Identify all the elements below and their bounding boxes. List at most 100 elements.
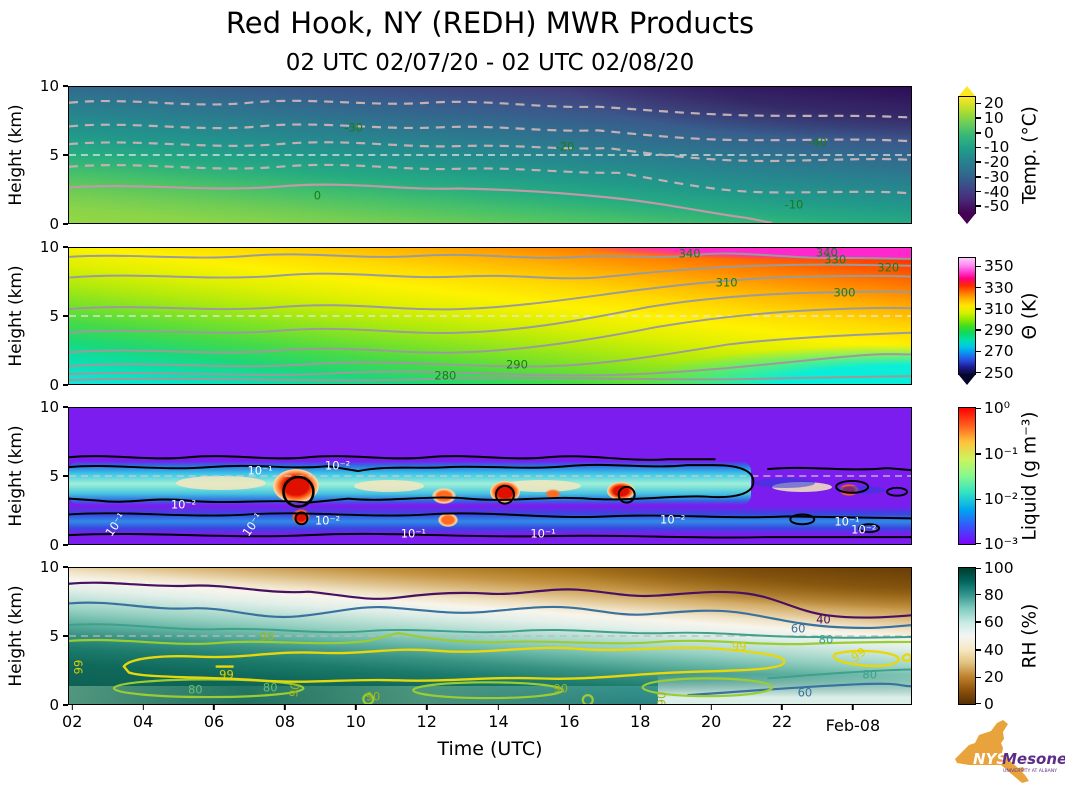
- liquid-core: [431, 488, 456, 505]
- colorbar-tick-mark: [976, 593, 981, 596]
- x-tick-label: 22: [771, 712, 793, 731]
- colorbar-tick-label: 350: [984, 257, 1014, 276]
- contour-label: 90: [259, 629, 275, 644]
- colorbar-tick-mark: [976, 146, 981, 149]
- y-tick: 5: [49, 146, 68, 164]
- contour-label: 80: [862, 667, 878, 682]
- panel-relative-humidity: Height (km) 10 5 0: [6, 558, 912, 714]
- x-tick: 02: [62, 705, 82, 731]
- colorbar-tick-mark: [976, 190, 981, 193]
- colorbar-tick-label: -10: [984, 138, 1010, 157]
- contour-label: -40: [808, 135, 827, 149]
- colorbar-tick: 0: [976, 124, 994, 142]
- colorbar-tick: 10: [976, 109, 1004, 127]
- x-tick-mark: [710, 705, 712, 710]
- y-tick: 0: [49, 376, 68, 394]
- y-tick-mark: [63, 315, 68, 317]
- colorbar-tick-mark: [976, 350, 981, 353]
- x-tick-mark: [284, 705, 286, 710]
- y-tick-mark: [63, 566, 68, 568]
- colorbar-extend-max-arrow: [958, 86, 976, 97]
- contour-label: 10⁻²: [660, 511, 686, 526]
- y-tick: 10: [40, 77, 68, 95]
- colorbar-tick: 10⁻¹: [976, 445, 1018, 463]
- contour-label: 10⁻²: [324, 458, 351, 473]
- colorbar-tick-label: 100: [984, 559, 1014, 578]
- colorbar-tick: 270: [976, 342, 1014, 360]
- x-axis-label: Time (UTC): [437, 738, 543, 760]
- colorbar-tick-label: 10⁻³: [984, 534, 1019, 553]
- liquid-patch: [500, 479, 581, 492]
- x-tick: 18: [630, 705, 650, 731]
- liquid-core: [437, 512, 458, 527]
- colorbar-tick-label: 40: [984, 640, 1004, 659]
- x-tick-mark: [497, 705, 500, 710]
- liquid-contour-labels: 10⁻¹ 10⁻² 10⁻² 10⁻¹ 10⁻¹ 10⁻² 10⁻¹ 10⁻¹ 10⁻² 10⁻¹…: [69, 408, 911, 544]
- x-tick-mark: [425, 705, 428, 710]
- y-tick-mark: [63, 544, 68, 546]
- y-tick: 10: [40, 398, 68, 416]
- y-axis-label: Height (km): [6, 265, 26, 367]
- colorbar-tick-label: 330: [984, 278, 1014, 297]
- contour-label: 90: [553, 681, 569, 696]
- colorbar-tick-label: 310: [984, 299, 1014, 318]
- x-tick: 16: [559, 705, 580, 731]
- theta-contour-labels: 280 290 340 340 330 320 310 300: [69, 248, 911, 384]
- colorbar-tick: -20: [976, 153, 1009, 171]
- colorbar-tick: 20: [976, 94, 1004, 112]
- colorbar-tick-mark: [976, 176, 981, 178]
- colorbar-tick-label: 60: [984, 613, 1004, 632]
- y-tick: 0: [49, 696, 68, 714]
- colorbar-tick-mark: [976, 567, 981, 570]
- y-tick-label: 10: [39, 558, 59, 576]
- y-tick-mark: [63, 246, 68, 248]
- x-tick: 20: [701, 705, 721, 731]
- panel-temperature: Height (km) 10 5 0 -30 0 -20 -40 -10: [6, 77, 912, 233]
- x-tick-label: 12: [416, 712, 437, 731]
- colorbar-extend-max-arrow: [958, 247, 976, 258]
- y-tick-label: 5: [49, 307, 59, 325]
- contour-label: 330: [824, 252, 847, 267]
- contour-label: 290: [505, 357, 528, 372]
- x-axis: 02 04 06 08 10 12 14 16 18 20 22 Feb-08: [62, 705, 912, 747]
- figure-title: Red Hook, NY (REDH) MWR Products: [225, 6, 755, 40]
- colorbar-tick-label: 0: [984, 694, 994, 713]
- contour-label: 10⁻²: [851, 522, 877, 537]
- y-tick-label: 5: [49, 627, 59, 645]
- x-tick: 10: [346, 705, 366, 731]
- colorbar-tick: 40: [976, 641, 1004, 659]
- temperature-contours: [69, 99, 911, 223]
- liquid-smudge: [835, 485, 886, 494]
- y-axis-label: Height (km): [6, 104, 26, 206]
- contour-label: 10⁻²: [170, 496, 197, 511]
- x-tick: 22: [772, 705, 792, 731]
- x-date-tick: Feb-08: [826, 705, 880, 735]
- x-tick: 14: [488, 705, 509, 731]
- contour-label: 10⁻²: [314, 513, 341, 528]
- y-tick: 10: [40, 238, 68, 256]
- panel-theta: Height (km) 10 5 0 280 290 340 340 330 320 310 30…: [6, 238, 912, 394]
- colorbar-tick: 10⁻³: [976, 535, 1018, 553]
- y-axis-label: Height (km): [6, 425, 26, 527]
- colorbar-tick-mark: [976, 453, 981, 455]
- x-tick-mark: [781, 705, 783, 710]
- x-tick-mark: [639, 705, 641, 710]
- contour-label: 10⁻¹: [400, 526, 427, 541]
- y-tick-label: 10: [39, 77, 59, 95]
- colorbar-tick-mark: [976, 621, 981, 623]
- colorbar-tick-label: -50: [984, 197, 1010, 216]
- nys-mesonet-logo: NYS Mesonet UNIVERSITY AT ALBANY: [955, 720, 1065, 783]
- contour-label: 80: [818, 631, 834, 646]
- y-tick: 5: [49, 467, 68, 485]
- y-tick-mark: [63, 475, 68, 477]
- colorbar-tick-label: 270: [984, 342, 1014, 361]
- plot-area-liquid: 10⁻¹ 10⁻² 10⁻² 10⁻¹ 10⁻¹ 10⁻² 10⁻¹ 10⁻¹ 10⁻² 10⁻¹…: [68, 407, 912, 545]
- colorbar-tick-label: 250: [984, 363, 1014, 382]
- colorbar-tick-mark: [976, 371, 981, 374]
- colorbar-tick-mark: [976, 329, 981, 331]
- x-tick-mark: [852, 705, 854, 710]
- colorbar-tick-mark: [976, 102, 981, 105]
- colorbar-tick-mark: [976, 676, 981, 679]
- contour-label: 10⁻¹: [834, 514, 860, 529]
- long-island-shape: [1008, 767, 1025, 774]
